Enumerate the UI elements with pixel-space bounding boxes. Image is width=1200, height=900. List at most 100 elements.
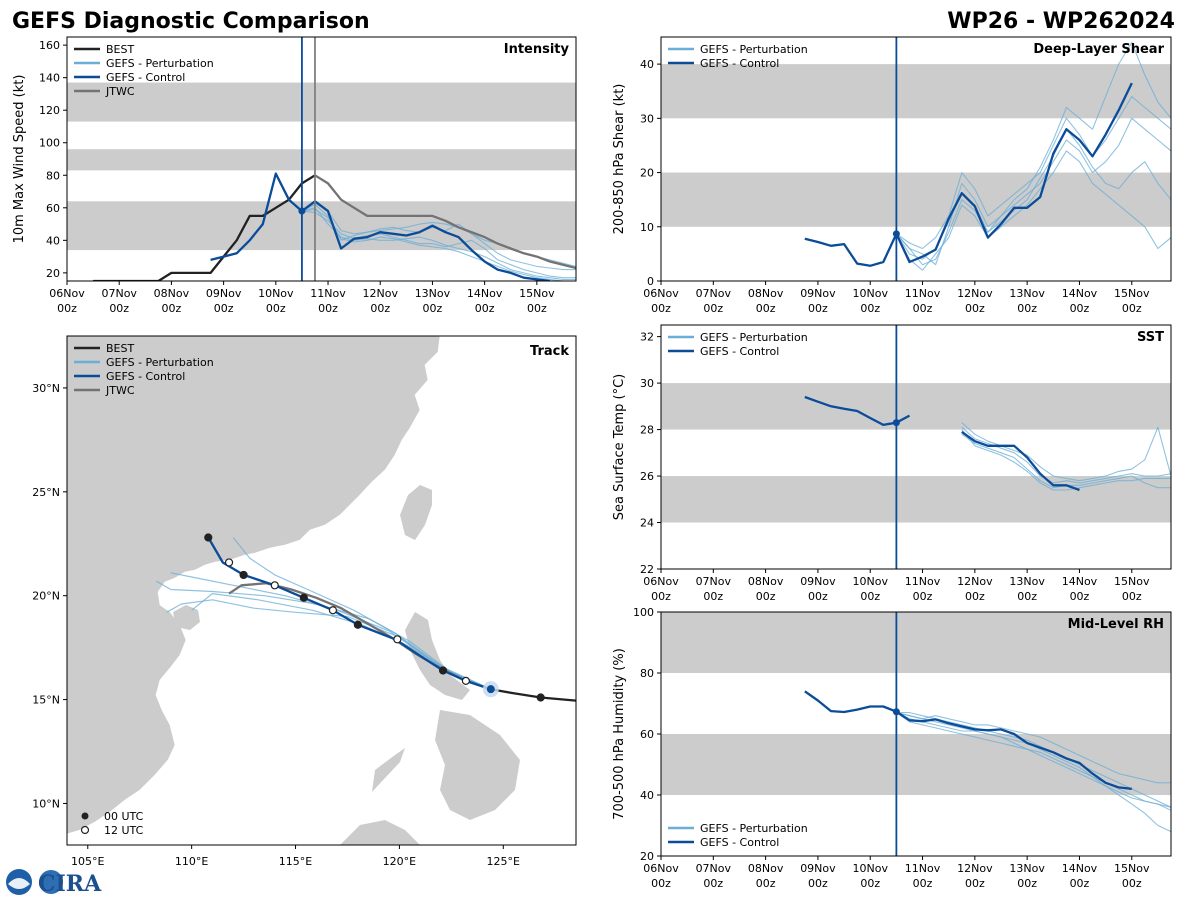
legend-label-control: GEFS - Control [700, 345, 779, 358]
x-tick-label-date: 15Nov [519, 287, 555, 300]
series-line-pert [896, 712, 1171, 784]
intensity-x-axis: 06Nov 00z 07Nov 00z 08Nov 00z 09Nov 00z 10Nov 00z… [49, 281, 555, 315]
y-tick-label: 80 [640, 667, 654, 680]
y-tick-label: 80 [46, 169, 60, 182]
x-tick-label-hour: 00z [1070, 302, 1090, 315]
x-tick-label-hour: 00z [860, 302, 880, 315]
legend-label-pert: GEFS - Perturbation [700, 331, 808, 344]
x-tick-label-date: 12Nov [362, 287, 398, 300]
x-tick-label-hour: 00z [651, 877, 671, 890]
y-tick-label: 30 [640, 112, 654, 125]
y-tick-label: 24 [640, 517, 654, 530]
rh-panel: 20 40 60 80 100 06Nov 00z 07Nov 00z 08Nov 00z 09No… [612, 606, 1172, 890]
threshold-band [67, 149, 576, 171]
x-tick-label-date: 07Nov [101, 287, 137, 300]
series-line-pert [961, 429, 1171, 491]
x-tick-label-date: 15Nov [1114, 575, 1150, 588]
x-tick-label-date: 10Nov [258, 287, 294, 300]
x-tick-label-date: 12Nov [957, 862, 993, 875]
sst-y-axis: 22 24 26 28 30 32 [640, 331, 661, 576]
series-line-pert [301, 208, 576, 281]
best-track-point-12utc [328, 606, 338, 615]
lon-tick-label: 120°E [383, 855, 416, 868]
y-tick-label: 40 [640, 789, 654, 802]
threshold-band [661, 612, 1171, 673]
y-tick-label: 0 [647, 275, 654, 288]
y-tick-label: 20 [640, 167, 654, 180]
y-tick-label: 32 [640, 331, 654, 344]
series-line-control [961, 430, 1080, 492]
noaa-wave-icon [8, 878, 30, 889]
legend-label-pert: GEFS - Perturbation [700, 822, 808, 835]
sst-series [804, 325, 1171, 569]
y-tick-label: 40 [46, 234, 60, 247]
x-tick-label-hour: 00z [162, 302, 182, 315]
x-tick-label-date: 10Nov [852, 575, 888, 588]
x-tick-label-date: 09Nov [206, 287, 242, 300]
x-tick-label-hour: 00z [318, 302, 338, 315]
taiwan-island [400, 485, 432, 540]
y-tick-label: 140 [39, 72, 60, 85]
x-tick-label-hour: 00z [808, 877, 828, 890]
y-tick-label: 26 [640, 470, 654, 483]
track-frame [66, 335, 577, 846]
x-tick-label-date: 08Nov [748, 575, 784, 588]
x-tick-label-hour: 00z [1017, 877, 1037, 890]
x-tick-label-date: 13Nov [1009, 575, 1045, 588]
lat-tick-label: 30°N [32, 382, 60, 395]
x-tick-label-date: 10Nov [852, 862, 888, 875]
legend-label-pert: GEFS - Perturbation [106, 57, 214, 70]
cira-logo-text: CIRA [38, 871, 102, 897]
x-tick-label-hour: 00z [756, 302, 776, 315]
track-map-land [67, 336, 520, 845]
lon-tick-label: 105°E [71, 855, 104, 868]
shear-y-label: 200-850 hPa Shear (kt) [612, 84, 627, 235]
x-tick-label-hour: 00z [860, 877, 880, 890]
lon-tick-label: 125°E [487, 855, 520, 868]
y-tick-label: 120 [39, 104, 60, 117]
series-line-pert [895, 41, 1171, 266]
intensity-series [93, 37, 576, 281]
luzon-island [405, 612, 470, 700]
best-track-point-00utc [536, 693, 545, 702]
series-line-pert [961, 422, 1171, 482]
x-tick-label-date: 11Nov [905, 862, 941, 875]
y-tick-label: 100 [39, 137, 60, 150]
x-tick-label-hour: 00z [913, 590, 933, 603]
x-tick-label-hour: 00z [651, 302, 671, 315]
x-tick-label-date: 14Nov [467, 287, 503, 300]
series-line-jtwc [314, 174, 576, 270]
y-tick-label: 20 [640, 850, 654, 863]
legend-label-jtwc: JTWC [105, 85, 135, 98]
track-title: Track [530, 344, 569, 359]
rh-bands [661, 612, 1171, 795]
x-tick-label-hour: 00z [527, 302, 547, 315]
lat-tick-label: 20°N [32, 590, 60, 603]
best-track-point-00utc [353, 620, 362, 629]
x-tick-label-date: 08Nov [748, 862, 784, 875]
x-tick-label-hour: 00z [703, 302, 723, 315]
x-tick-label-hour: 00z [1122, 302, 1142, 315]
intensity-panel: 20 40 60 80 100 120 140 160 06Nov 00z 07Nov 00z 08N… [12, 36, 577, 315]
threshold-band [661, 64, 1171, 119]
y-tick-label: 20 [46, 267, 60, 280]
x-tick-label-hour: 00z [423, 302, 443, 315]
figure-title: GEFS Diagnostic Comparison [12, 9, 370, 34]
shear-bands [661, 64, 1171, 227]
x-tick-label-hour: 00z [1070, 877, 1090, 890]
x-tick-label-hour: 00z [109, 302, 129, 315]
best-track-point-00utc [239, 570, 248, 580]
best-track-point-12utc [461, 676, 470, 685]
x-tick-label-hour: 00z [57, 302, 77, 315]
x-tick-label-hour: 00z [808, 302, 828, 315]
series-line-best [93, 174, 316, 281]
rh-y-label: 700-500 hPa Humidity (%) [612, 648, 627, 820]
utc12-label: 12 UTC [104, 824, 144, 837]
track-series [156, 533, 576, 702]
x-tick-label-date: 06Nov [643, 862, 679, 875]
intensity-y-axis: 20 40 60 80 100 120 140 160 [39, 39, 67, 280]
x-tick-label-date: 07Nov [696, 575, 732, 588]
best-track-point-12utc [224, 558, 234, 567]
